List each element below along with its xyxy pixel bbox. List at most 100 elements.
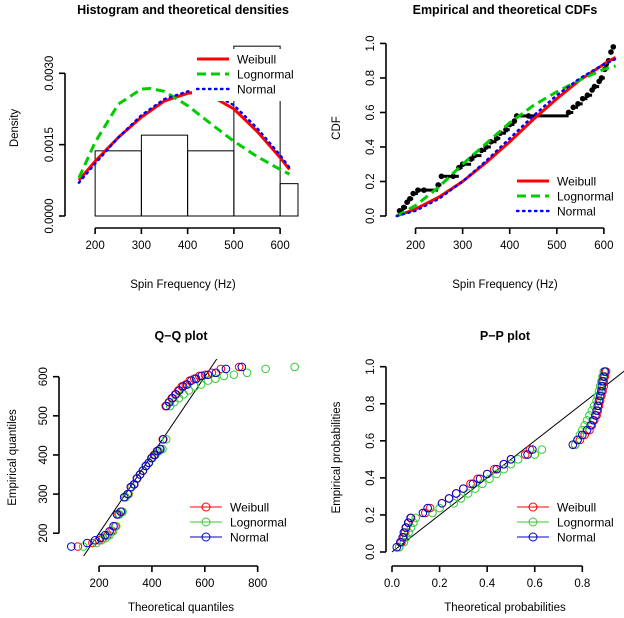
qq-point xyxy=(191,374,201,383)
pp-point xyxy=(398,533,408,542)
x-tick-label: 0.4 xyxy=(479,578,496,590)
qq-point xyxy=(161,435,171,444)
pp-point xyxy=(489,464,499,474)
qq-point xyxy=(187,376,196,385)
qq-point xyxy=(158,435,168,444)
pp-point xyxy=(575,430,585,440)
pp-point xyxy=(406,523,416,532)
qq-point xyxy=(221,364,231,374)
pp-point xyxy=(593,401,603,411)
pp-point xyxy=(459,484,468,493)
pp-point xyxy=(589,401,599,411)
pp-point xyxy=(595,391,605,401)
pp-point xyxy=(401,533,411,542)
x-axis-label: Spin Frequency (Hz) xyxy=(452,279,558,291)
pp-point xyxy=(468,479,478,489)
pp-point xyxy=(475,474,485,484)
empirical-point xyxy=(511,118,518,124)
cdf-line-lognormal xyxy=(395,64,617,218)
pp-point xyxy=(580,430,589,440)
legend-label: Weibull xyxy=(230,501,269,515)
empirical-point xyxy=(415,187,421,193)
qq-point xyxy=(211,374,220,383)
pp-point xyxy=(423,503,432,513)
legend-swatch-marker xyxy=(528,517,538,527)
qq-point xyxy=(111,521,121,531)
pp-point xyxy=(396,537,405,547)
pp-point xyxy=(404,528,413,537)
pp-point xyxy=(573,435,582,445)
empirical-point xyxy=(503,126,509,133)
legend-swatch-marker xyxy=(201,502,211,512)
pp-point xyxy=(570,440,580,450)
legend-label: Lognormal xyxy=(237,68,294,82)
qq-point xyxy=(82,538,92,548)
chart-panel-pp: P−P plot 0.0 0.2 0.4 0.6 0.8 0.0 0.2 0.4 0.6 0.8 1.… xyxy=(331,329,624,614)
legend-label: Weibull xyxy=(557,175,596,189)
qq-point xyxy=(234,362,244,372)
legend-label: Weibull xyxy=(237,53,276,67)
x-tick-label: 500 xyxy=(224,240,243,252)
y-tick-label: 300 xyxy=(38,484,50,503)
qq-point xyxy=(138,466,148,475)
y-tick-label: 0.2 xyxy=(365,507,377,523)
pp-series-normal xyxy=(392,367,610,552)
y-tick-label: 0.0000 xyxy=(44,198,56,233)
qq-point xyxy=(123,489,132,499)
pp-point xyxy=(428,508,437,518)
legend-swatch-marker xyxy=(528,532,538,542)
empirical-point xyxy=(584,92,591,99)
empirical-point xyxy=(450,173,457,180)
pp-point xyxy=(466,479,475,489)
empirical-point xyxy=(565,109,572,116)
chart-title: Empirical and theoretical CDFs xyxy=(413,3,598,17)
legend-label: Normal xyxy=(557,531,596,545)
pp-point xyxy=(568,440,578,450)
qq-point xyxy=(158,444,167,454)
y-tick-label: 0.0015 xyxy=(44,127,56,162)
empirical-point xyxy=(421,187,427,193)
y-axis-label: Empirical probabilities xyxy=(331,401,343,513)
x-tick-label: 200 xyxy=(89,578,108,590)
empirical-point xyxy=(570,104,577,111)
qq-point xyxy=(261,364,270,374)
histogram-bar xyxy=(187,150,235,217)
pp-point xyxy=(463,489,473,498)
x-tick-label: 400 xyxy=(500,240,519,252)
y-tick-label: 0.4 xyxy=(365,469,377,486)
qq-point xyxy=(156,444,165,454)
pp-point xyxy=(478,479,487,489)
density-line-weibull xyxy=(77,90,291,182)
qq-point xyxy=(144,458,154,468)
pp-point xyxy=(399,537,409,547)
x-axis-label: Theoretical quantiles xyxy=(128,602,234,614)
pp-point xyxy=(594,386,604,396)
pp-point xyxy=(592,406,601,415)
qq-point xyxy=(184,386,194,395)
pp-point xyxy=(537,445,547,454)
legend-swatch-marker xyxy=(201,532,211,542)
pp-point xyxy=(473,474,482,484)
legend-label: Lognormal xyxy=(230,516,287,530)
x-tick-label: 600 xyxy=(594,240,613,252)
pp-point xyxy=(506,455,516,464)
y-tick-label: 0.6 xyxy=(365,104,377,120)
pp-point xyxy=(525,445,535,454)
pp-point xyxy=(485,474,494,484)
qq-point xyxy=(242,368,252,378)
y-tick-label: 0.2 xyxy=(365,173,377,189)
cdf-line-normal xyxy=(395,57,617,218)
qq-point xyxy=(109,521,118,531)
y-tick-label: 0.8 xyxy=(365,70,377,86)
y-tick-label: 1.0 xyxy=(365,359,377,375)
chart-title: Q−Q plot xyxy=(154,329,208,343)
qq-point xyxy=(96,533,105,543)
pp-point xyxy=(591,411,600,420)
empirical-point xyxy=(579,95,586,102)
legend-swatch-marker xyxy=(201,517,211,527)
pp-point xyxy=(444,494,454,503)
pp-point xyxy=(499,459,509,469)
